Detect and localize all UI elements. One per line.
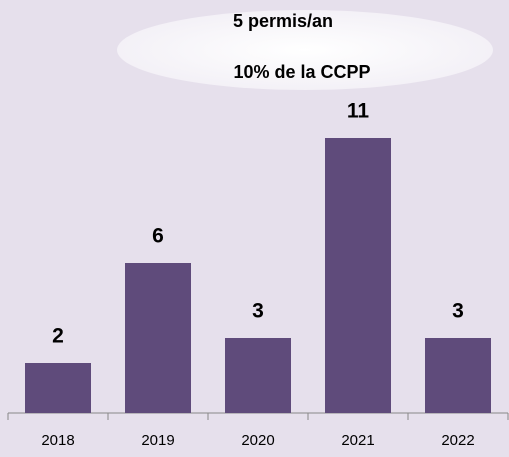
x-tick-label: 2019: [141, 432, 174, 449]
x-tick-label: 2022: [441, 432, 474, 449]
data-label: 11: [347, 100, 370, 123]
annotation-bubble: [117, 10, 493, 90]
x-tick-label: 2020: [241, 432, 274, 449]
x-tick-label: 2021: [341, 432, 374, 449]
annotation: 10% de la CCPP: [233, 62, 370, 82]
data-label: 6: [152, 225, 164, 248]
bar: [25, 363, 91, 413]
bar: [325, 138, 391, 413]
data-label: 3: [452, 300, 464, 323]
bar: [225, 338, 291, 413]
x-tick-label: 2018: [41, 432, 74, 449]
data-label: 2: [52, 325, 64, 348]
bar: [125, 263, 191, 413]
annotation: 5 permis/an: [233, 11, 333, 31]
data-label: 3: [252, 300, 264, 323]
bar: [425, 338, 491, 413]
